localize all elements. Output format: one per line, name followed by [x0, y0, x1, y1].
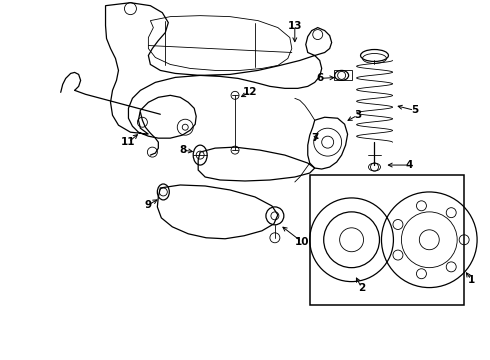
Text: 1: 1 — [467, 275, 475, 285]
Text: 9: 9 — [145, 200, 152, 210]
Text: 10: 10 — [294, 237, 309, 247]
Text: 4: 4 — [406, 160, 413, 170]
Text: 7: 7 — [311, 133, 318, 143]
Text: 8: 8 — [180, 145, 187, 155]
Circle shape — [182, 124, 188, 130]
Bar — [310, 175, 464, 305]
Circle shape — [419, 230, 439, 250]
Bar — [334, 71, 352, 80]
Text: 13: 13 — [288, 21, 302, 31]
Text: 11: 11 — [121, 137, 136, 147]
Text: 3: 3 — [354, 110, 361, 120]
Text: 2: 2 — [358, 283, 365, 293]
Text: 12: 12 — [243, 87, 257, 97]
Text: 6: 6 — [316, 73, 323, 84]
Text: 5: 5 — [411, 105, 418, 115]
